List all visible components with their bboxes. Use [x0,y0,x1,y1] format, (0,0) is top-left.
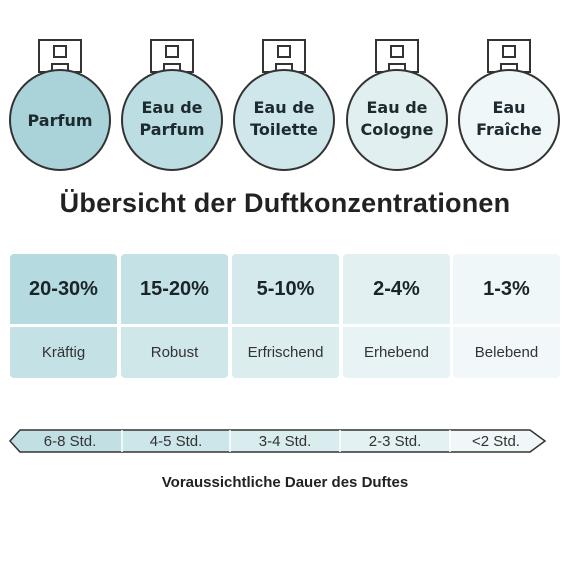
concentration-percent: 2-4% [343,254,450,324]
duration-label: 4-5 Std. [150,433,203,450]
concentration-percent: 15-20% [121,254,228,324]
bottle-label-line1: Eau [492,98,525,117]
concentration-column: 5-10% Erfrischend [232,254,339,378]
duration-segment [122,430,230,452]
bottle-eau-de-parfum: Eau de Parfum [121,39,223,171]
duration-caption: Voraussichtliche Dauer des Duftes [161,474,409,491]
duration-label: 2-3 Std. [369,433,422,450]
bottle-label-line2: Parfum [139,120,204,139]
bottle-label-line1: Eau de [254,98,315,117]
bottle-label-line2: Toilette [250,120,318,139]
concentration-percent: 1-3% [453,254,560,324]
concentration-percent: 5-10% [232,254,339,324]
duration-segment [340,430,450,452]
concentration-column: 2-4% Erhebend [343,254,450,378]
duration-label: 3-4 Std. [259,433,312,450]
concentration-label: Kräftig [10,327,117,378]
concentration-percent: 20-30% [10,254,117,324]
bottle-label-line2: Fraîche [476,120,542,139]
bottle-label-line2: Cologne [361,120,434,139]
bottle-eau-de-toilette: Eau de Toilette [233,39,335,171]
duration-segment [20,430,122,452]
duration-label: 6-8 Std. [44,433,97,450]
concentration-column: 15-20% Robust [121,254,228,378]
page-title: Übersicht der Duftkonzentrationen [59,188,511,218]
bottle-label-line1: Eau de [142,98,203,117]
duration-segment [230,430,340,452]
duration-segment [450,430,530,452]
duration-arrow-outline [8,429,547,453]
concentration-label: Belebend [453,327,560,378]
duration-label: <2 Std. [472,433,520,450]
concentration-column: 1-3% Belebend [453,254,560,378]
bottle-eau-de-cologne: Eau de Cologne [346,39,448,171]
bottle-label-line1: Eau de [367,98,428,117]
duration-arrow: 6-8 Std. 4-5 Std. 3-4 Std. 2-3 Std. <2 S… [8,429,547,453]
bottle-label-line1: Parfum [27,111,92,130]
concentration-label: Erfrischend [232,327,339,378]
concentration-label: Robust [121,327,228,378]
concentration-column: 20-30% Kräftig [10,254,117,378]
bottle-parfum: Parfum [9,39,111,171]
concentration-label: Erhebend [343,327,450,378]
bottle-eau-fraiche: Eau Fraîche [458,39,560,171]
concentration-table: 20-30% Kräftig 15-20% Robust 5-10% Erfri… [10,254,560,378]
perfume-bottles: Parfum Eau de Parfum Eau de Toilette Eau… [9,39,560,171]
